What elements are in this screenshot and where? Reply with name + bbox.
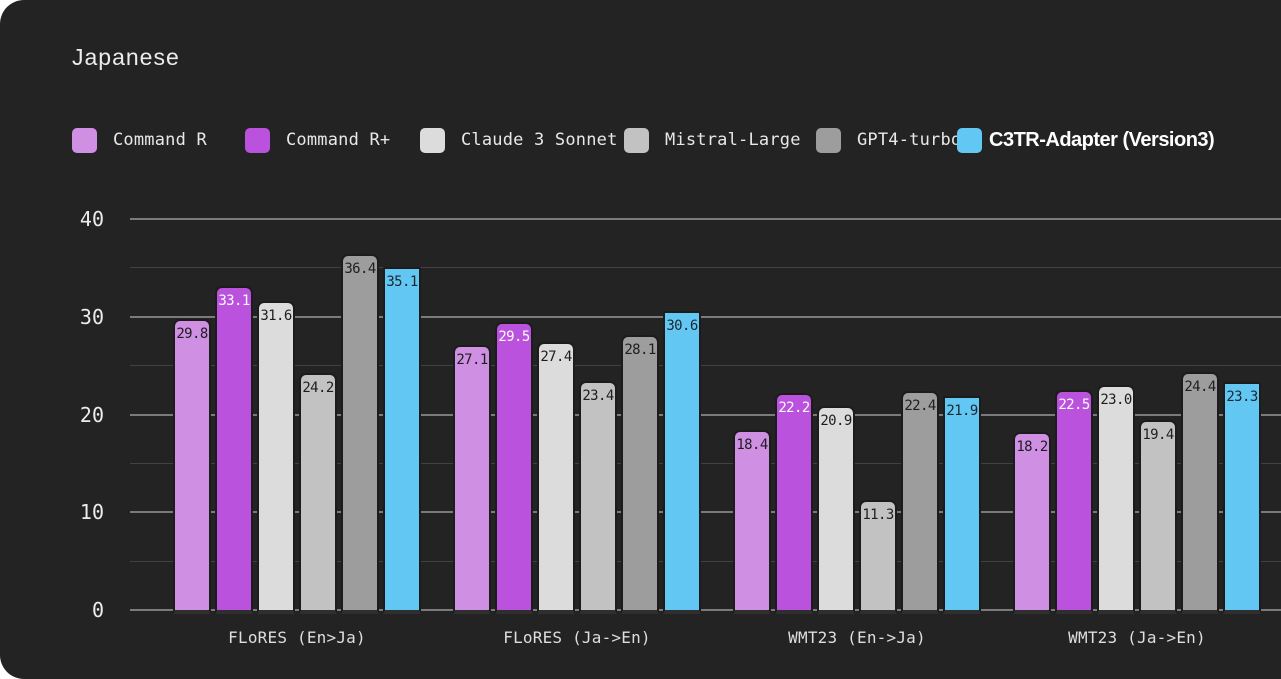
y-axis-tick-label: 30 bbox=[79, 304, 104, 329]
bar: 23.0 bbox=[1097, 385, 1135, 614]
bar-value-label: 24.4 bbox=[1184, 378, 1216, 395]
bar-value-label: 31.6 bbox=[260, 308, 292, 325]
y-axis-tick-label: 40 bbox=[79, 207, 104, 231]
bar: 22.5 bbox=[1055, 390, 1093, 614]
legend-label: C3TR-Adapter (Version3) bbox=[989, 128, 1215, 151]
bar: 29.5 bbox=[495, 321, 533, 614]
bar-value-label: 36.4 bbox=[344, 261, 376, 278]
bar-value-label: 27.4 bbox=[540, 349, 572, 366]
bar-value-label: 11.3 bbox=[862, 506, 894, 523]
bar: 19.4 bbox=[1139, 420, 1177, 614]
bar: 31.6 bbox=[257, 301, 295, 614]
bar: 11.3 bbox=[859, 499, 897, 614]
bar-value-label: 23.0 bbox=[1100, 392, 1132, 409]
major-gridline bbox=[130, 218, 1281, 220]
legend-label: Command R bbox=[113, 130, 207, 150]
bar: 27.1 bbox=[453, 345, 491, 614]
bar: 21.9 bbox=[943, 395, 981, 614]
legend-label: GPT4-turbo bbox=[857, 130, 962, 150]
bar-value-label: 30.6 bbox=[666, 317, 698, 334]
legend-item-mistral-large: Mistral-Large bbox=[624, 127, 801, 153]
bar: 24.4 bbox=[1181, 371, 1219, 614]
minor-gridline bbox=[130, 560, 1281, 562]
legend-color-swatch bbox=[245, 127, 270, 153]
major-gridline bbox=[130, 413, 1281, 416]
bar-value-label: 35.1 bbox=[386, 273, 418, 290]
legend-color-swatch bbox=[420, 127, 445, 153]
bar-value-label: 28.1 bbox=[624, 342, 656, 359]
legend-label: Mistral-Large bbox=[665, 130, 801, 150]
bar-value-label: 20.9 bbox=[820, 412, 852, 429]
bar-value-label: 29.8 bbox=[176, 325, 208, 342]
bar-value-label: 23.3 bbox=[1226, 389, 1258, 406]
legend-item-command-r: Command R+ bbox=[245, 127, 390, 153]
bar: 22.4 bbox=[901, 391, 939, 614]
legend-color-swatch bbox=[72, 127, 97, 153]
bar-value-label: 27.1 bbox=[456, 352, 488, 369]
chart-title: Japanese bbox=[72, 44, 180, 70]
bar-value-label: 22.2 bbox=[778, 400, 810, 416]
bar-value-label: 18.4 bbox=[736, 437, 768, 454]
legend-color-swatch bbox=[957, 127, 982, 153]
major-gridline bbox=[130, 609, 1281, 611]
bar: 24.2 bbox=[299, 373, 337, 614]
legend-color-swatch bbox=[816, 127, 841, 153]
bar-value-label: 33.1 bbox=[218, 293, 250, 310]
minor-gridline bbox=[130, 462, 1281, 464]
y-axis-tick-label: 0 bbox=[91, 598, 104, 622]
x-axis-category-label: WMT23 (En->Ja) bbox=[788, 628, 926, 647]
bar: 20.9 bbox=[817, 405, 855, 614]
legend-item-gpt4-turbo: GPT4-turbo bbox=[816, 127, 961, 153]
major-gridline bbox=[130, 315, 1281, 318]
minor-gridline bbox=[130, 267, 1281, 269]
bar-value-label: 24.2 bbox=[302, 380, 334, 397]
minor-gridline bbox=[130, 365, 1281, 367]
bar-value-label: 29.5 bbox=[498, 328, 530, 345]
bar: 23.4 bbox=[579, 381, 617, 614]
legend-label: Command R+ bbox=[286, 130, 391, 150]
legend-item-command-r: Command R bbox=[72, 127, 207, 153]
x-axis-category-label: FLoRES (En>Ja) bbox=[228, 628, 366, 647]
bar-value-label: 22.5 bbox=[1058, 397, 1090, 414]
bar: 36.4 bbox=[341, 254, 379, 614]
legend-label: Claude 3 Sonnet bbox=[461, 130, 618, 150]
bar: 28.1 bbox=[621, 335, 659, 614]
bar-value-label: 21.9 bbox=[946, 402, 978, 419]
y-axis-tick-label: 20 bbox=[79, 402, 104, 427]
bar: 30.6 bbox=[663, 310, 701, 614]
bar: 35.1 bbox=[383, 266, 421, 614]
bar: 18.2 bbox=[1013, 432, 1051, 614]
bar-value-label: 22.4 bbox=[904, 398, 936, 414]
bar-value-label: 19.4 bbox=[1142, 427, 1174, 444]
bar: 18.4 bbox=[733, 430, 771, 614]
bar: 22.2 bbox=[775, 393, 813, 614]
bar-value-label: 23.4 bbox=[582, 388, 614, 405]
bar: 23.3 bbox=[1223, 382, 1261, 614]
bar-value-label: 18.2 bbox=[1016, 439, 1048, 456]
legend-item-claude-3-sonnet: Claude 3 Sonnet bbox=[420, 127, 618, 153]
y-axis-tick-label: 10 bbox=[79, 500, 104, 525]
bar: 33.1 bbox=[215, 286, 253, 614]
major-gridline bbox=[130, 511, 1281, 514]
x-axis-category-label: FLoRES (Ja->En) bbox=[503, 628, 651, 647]
x-axis-category-label: WMT23 (Ja->En) bbox=[1068, 628, 1206, 647]
legend-color-swatch bbox=[624, 127, 649, 153]
legend-item-c3tr-adapter-version3: C3TR-Adapter (Version3) bbox=[957, 127, 1215, 153]
bar: 27.4 bbox=[537, 342, 575, 614]
bar: 29.8 bbox=[173, 318, 211, 614]
